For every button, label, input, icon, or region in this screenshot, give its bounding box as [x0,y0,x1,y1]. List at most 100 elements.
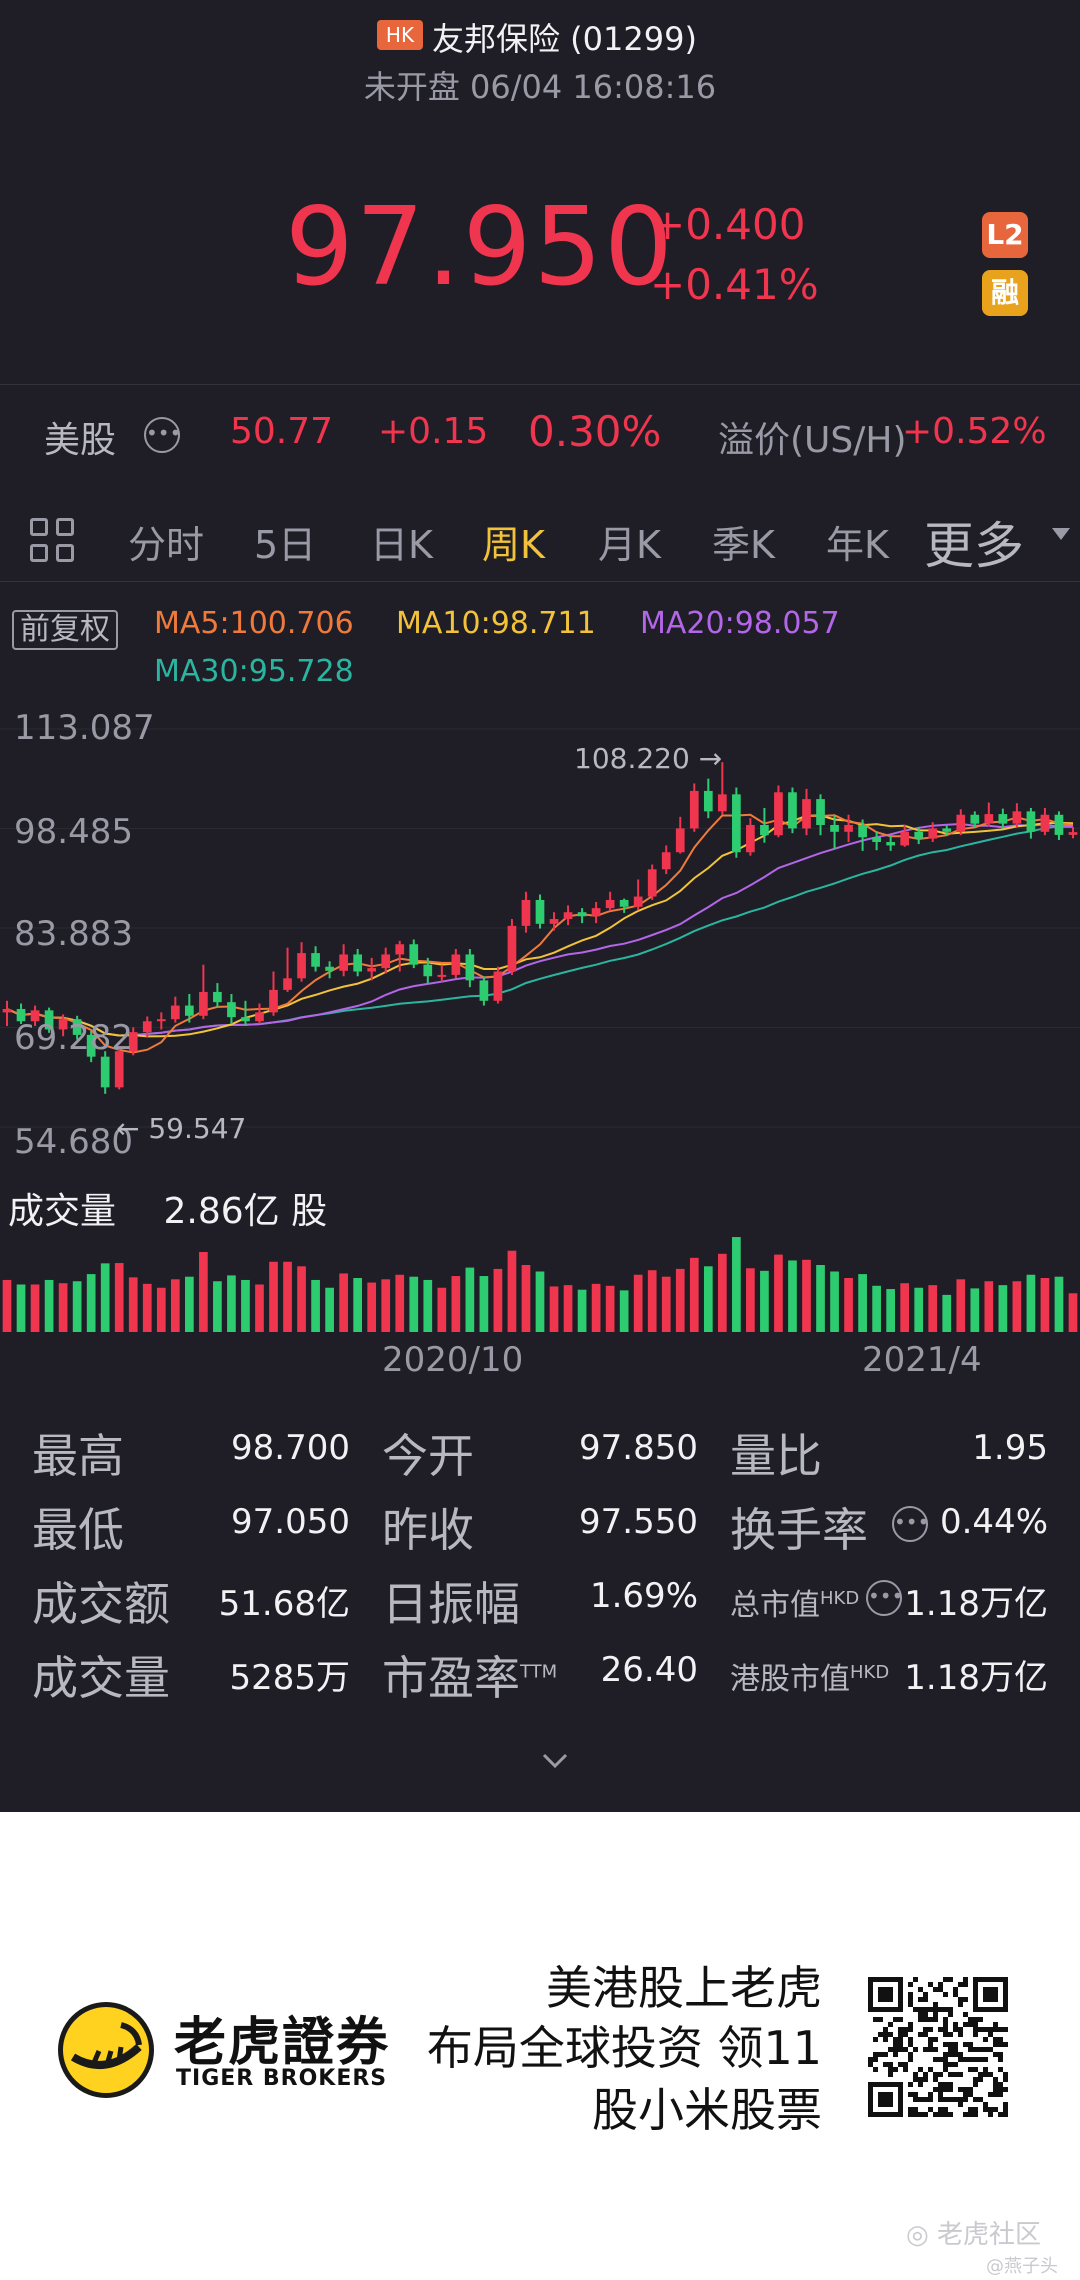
stat-pe-label: 市盈率TTM [382,1642,557,1708]
volume-chart[interactable] [0,1228,1080,1332]
us-change-pct: 0.30% [528,407,662,456]
qr-module [913,2077,918,2082]
grid-icon[interactable] [30,518,76,564]
qr-module [973,1997,978,2002]
qr-module [868,2057,873,2062]
qr-module [978,2027,983,2032]
qr-code[interactable] [868,1977,1008,2117]
qr-module [943,2017,948,2022]
candle-body [788,792,797,829]
qr-module [903,2062,908,2067]
qr-module [968,2112,973,2117]
l2-badge[interactable]: L2 [982,212,1028,258]
turnover-info-icon[interactable]: ••• [892,1506,929,1542]
candle [185,993,194,1023]
tab-5day[interactable]: 5日 [254,523,317,567]
qr-module [883,2097,888,2102]
tab-weekly-k[interactable]: 周K [482,523,545,567]
qr-module [973,2032,978,2037]
qr-module [908,2057,913,2062]
candle [283,947,292,992]
tab-more[interactable]: 更多 [924,517,1024,575]
volume-bar [661,1276,671,1332]
tab-quarterly-k[interactable]: 季K [712,523,775,567]
qr-module [953,2072,958,2077]
qr-module [993,2037,998,2042]
qr-module [923,2027,928,2032]
volume-bar [297,1266,306,1332]
y-label-2: 98.485 [14,812,133,852]
candlestick-chart[interactable] [0,695,1080,1185]
qr-module [933,2072,938,2077]
expand-chevron-icon[interactable] [540,1745,570,1775]
candle-body [297,953,306,979]
qr-module [943,2052,948,2057]
qr-module [883,2082,888,2087]
qr-module [998,2052,1003,2057]
qr-module [923,1997,928,2002]
stat-amplitude-label: 日振幅 [382,1577,520,1631]
candle [128,1027,138,1056]
qr-module [893,2052,898,2057]
qr-module [868,1992,873,1997]
qr-module [913,2007,918,2012]
volume-bar [395,1274,405,1332]
qr-module [908,2037,913,2042]
tab-yearly-k[interactable]: 年K [826,523,889,567]
y-label-4: 69.282 [14,1018,133,1058]
tab-daily-k[interactable]: 日K [370,523,433,567]
stock-header: HK 友邦保险 (01299) 未开盘 06/04 16:08:16 97.95… [0,0,1080,385]
qr-module [983,2102,988,2107]
y-label-5: 54.680 [14,1122,133,1162]
adjust-mode-button[interactable]: 前复权 [12,610,118,650]
qr-module [923,2017,928,2022]
candle-body [830,824,839,832]
brand-name-cn: 老虎證券 [174,2013,391,2073]
qr-module [938,2007,943,2012]
volume-bar [605,1285,615,1332]
qr-module [943,2032,948,2037]
tab-intraday[interactable]: 分时 [128,523,205,567]
candle-body [100,1056,110,1088]
qr-module [898,2092,903,2097]
qr-module [933,1987,938,1992]
qr-module [988,2107,993,2112]
candle-body [521,899,531,926]
x-label-1: 2020/10 [382,1340,524,1380]
candle-body [535,899,545,924]
qr-module [913,2097,918,2102]
last-price: 97.950 [285,185,675,310]
qr-module [953,2052,958,2057]
qr-module [953,1987,958,1992]
promo-banner[interactable]: 老虎證券 TIGER BROKERS 美港股上老虎 布局全球投资 领11 股小米… [0,1812,1080,2280]
tab-monthly-k[interactable]: 月K [598,523,661,567]
qr-module [968,2017,973,2022]
candle-body [760,824,769,836]
volume-bar [423,1279,433,1332]
stock-title[interactable]: 友邦保险 (01299) [432,20,697,58]
more-dots-icon[interactable]: ••• [144,417,181,453]
us-adr-row[interactable]: 美股 ••• 50.77 +0.15 0.30% 溢价(US/H) +0.52% [0,395,1080,477]
qr-module [943,2112,948,2117]
qr-module [968,2047,973,2052]
qr-module [883,2032,888,2037]
margin-badge[interactable]: 融 [982,270,1028,316]
mktcap-info-icon[interactable]: ••• [866,1580,903,1616]
qr-module [893,2017,898,2022]
qr-module [908,2092,913,2097]
qr-module [913,2092,918,2097]
qr-module [933,2057,938,2062]
qr-module [998,2087,1003,2092]
qr-module [988,2112,993,2117]
volume-bar [535,1271,545,1332]
candle-body [549,919,559,924]
dropdown-arrow-icon[interactable] [1052,528,1070,540]
candle [1040,807,1050,836]
volume-bar [437,1287,447,1332]
volume-bar [717,1253,727,1332]
candle-body [886,842,895,846]
candle [353,949,363,977]
qr-module [933,2012,938,2017]
qr-module [928,2067,933,2072]
candle-body [227,1002,236,1018]
